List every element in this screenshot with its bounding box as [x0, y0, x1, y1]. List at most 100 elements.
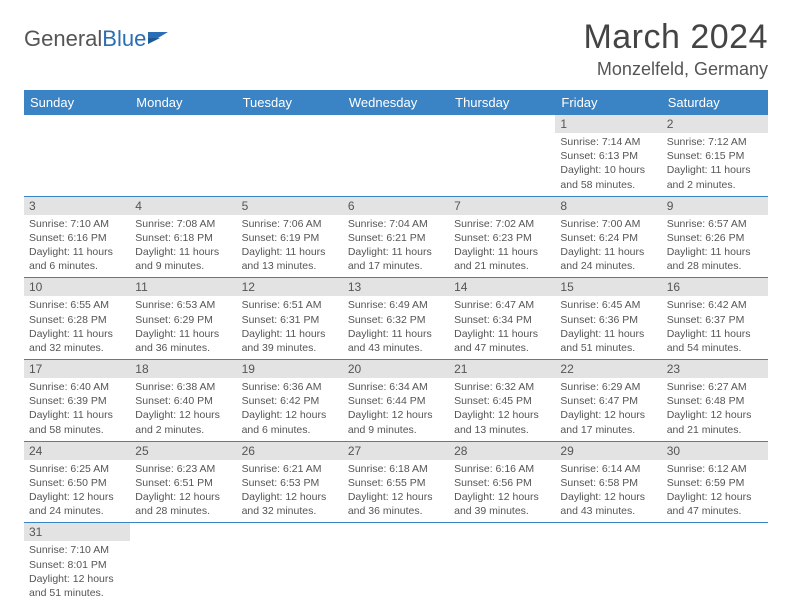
day-number: 7 [449, 197, 555, 215]
calendar-day-blank [449, 523, 555, 604]
day-number: 13 [343, 278, 449, 296]
day-number: 19 [237, 360, 343, 378]
day-details: Sunrise: 6:49 AMSunset: 6:32 PMDaylight:… [343, 296, 449, 359]
calendar-day: 2Sunrise: 7:12 AMSunset: 6:15 PMDaylight… [662, 115, 768, 196]
calendar-day: 4Sunrise: 7:08 AMSunset: 6:18 PMDaylight… [130, 196, 236, 278]
calendar-day-blank [237, 523, 343, 604]
day-details: Sunrise: 7:06 AMSunset: 6:19 PMDaylight:… [237, 215, 343, 278]
day-number: 14 [449, 278, 555, 296]
day-details: Sunrise: 6:18 AMSunset: 6:55 PMDaylight:… [343, 460, 449, 523]
calendar-week: 10Sunrise: 6:55 AMSunset: 6:28 PMDayligh… [24, 278, 768, 360]
calendar-day: 13Sunrise: 6:49 AMSunset: 6:32 PMDayligh… [343, 278, 449, 360]
day-details: Sunrise: 7:00 AMSunset: 6:24 PMDaylight:… [555, 215, 661, 278]
calendar-day: 6Sunrise: 7:04 AMSunset: 6:21 PMDaylight… [343, 196, 449, 278]
day-details: Sunrise: 7:10 AMSunset: 8:01 PMDaylight:… [24, 541, 130, 604]
calendar-day: 3Sunrise: 7:10 AMSunset: 6:16 PMDaylight… [24, 196, 130, 278]
day-number: 17 [24, 360, 130, 378]
weekday-header: Wednesday [343, 90, 449, 115]
day-details: Sunrise: 6:34 AMSunset: 6:44 PMDaylight:… [343, 378, 449, 441]
day-details: Sunrise: 6:51 AMSunset: 6:31 PMDaylight:… [237, 296, 343, 359]
brand-logo: GeneralBlue [24, 18, 170, 52]
day-number: 2 [662, 115, 768, 133]
day-details: Sunrise: 6:57 AMSunset: 6:26 PMDaylight:… [662, 215, 768, 278]
day-details: Sunrise: 7:08 AMSunset: 6:18 PMDaylight:… [130, 215, 236, 278]
calendar-day-blank [237, 115, 343, 196]
calendar-day: 30Sunrise: 6:12 AMSunset: 6:59 PMDayligh… [662, 441, 768, 523]
title-block: March 2024 Monzelfeld, Germany [583, 18, 768, 80]
logo-flag-icon [148, 30, 170, 46]
calendar-week: 31Sunrise: 7:10 AMSunset: 8:01 PMDayligh… [24, 523, 768, 604]
calendar-day: 11Sunrise: 6:53 AMSunset: 6:29 PMDayligh… [130, 278, 236, 360]
weekday-header: Thursday [449, 90, 555, 115]
calendar-day: 28Sunrise: 6:16 AMSunset: 6:56 PMDayligh… [449, 441, 555, 523]
day-number: 16 [662, 278, 768, 296]
calendar-day: 5Sunrise: 7:06 AMSunset: 6:19 PMDaylight… [237, 196, 343, 278]
calendar-day: 10Sunrise: 6:55 AMSunset: 6:28 PMDayligh… [24, 278, 130, 360]
day-number: 6 [343, 197, 449, 215]
calendar-day: 15Sunrise: 6:45 AMSunset: 6:36 PMDayligh… [555, 278, 661, 360]
weekday-header: Sunday [24, 90, 130, 115]
calendar-day: 14Sunrise: 6:47 AMSunset: 6:34 PMDayligh… [449, 278, 555, 360]
day-details: Sunrise: 6:16 AMSunset: 6:56 PMDaylight:… [449, 460, 555, 523]
day-details: Sunrise: 6:47 AMSunset: 6:34 PMDaylight:… [449, 296, 555, 359]
day-number: 23 [662, 360, 768, 378]
weekday-header: Monday [130, 90, 236, 115]
day-number: 25 [130, 442, 236, 460]
day-details: Sunrise: 6:42 AMSunset: 6:37 PMDaylight:… [662, 296, 768, 359]
day-details: Sunrise: 6:38 AMSunset: 6:40 PMDaylight:… [130, 378, 236, 441]
day-number: 22 [555, 360, 661, 378]
day-details: Sunrise: 6:29 AMSunset: 6:47 PMDaylight:… [555, 378, 661, 441]
calendar-day: 29Sunrise: 6:14 AMSunset: 6:58 PMDayligh… [555, 441, 661, 523]
calendar-day-blank [130, 115, 236, 196]
day-number: 8 [555, 197, 661, 215]
day-details: Sunrise: 6:36 AMSunset: 6:42 PMDaylight:… [237, 378, 343, 441]
calendar-day: 1Sunrise: 7:14 AMSunset: 6:13 PMDaylight… [555, 115, 661, 196]
location-label: Monzelfeld, Germany [583, 59, 768, 80]
calendar-day: 23Sunrise: 6:27 AMSunset: 6:48 PMDayligh… [662, 360, 768, 442]
day-number: 5 [237, 197, 343, 215]
day-number: 1 [555, 115, 661, 133]
weekday-header: Friday [555, 90, 661, 115]
calendar-day: 21Sunrise: 6:32 AMSunset: 6:45 PMDayligh… [449, 360, 555, 442]
weekday-header: Saturday [662, 90, 768, 115]
day-details: Sunrise: 6:14 AMSunset: 6:58 PMDaylight:… [555, 460, 661, 523]
weekday-header: Tuesday [237, 90, 343, 115]
calendar-day: 20Sunrise: 6:34 AMSunset: 6:44 PMDayligh… [343, 360, 449, 442]
day-number: 4 [130, 197, 236, 215]
day-number: 9 [662, 197, 768, 215]
calendar-body: 1Sunrise: 7:14 AMSunset: 6:13 PMDaylight… [24, 115, 768, 604]
calendar-week: 3Sunrise: 7:10 AMSunset: 6:16 PMDaylight… [24, 196, 768, 278]
calendar-day: 8Sunrise: 7:00 AMSunset: 6:24 PMDaylight… [555, 196, 661, 278]
calendar-day-blank [343, 523, 449, 604]
day-number: 18 [130, 360, 236, 378]
day-number: 29 [555, 442, 661, 460]
calendar-day-blank [24, 115, 130, 196]
calendar-header: SundayMondayTuesdayWednesdayThursdayFrid… [24, 90, 768, 115]
day-details: Sunrise: 6:45 AMSunset: 6:36 PMDaylight:… [555, 296, 661, 359]
day-number: 27 [343, 442, 449, 460]
day-details: Sunrise: 7:14 AMSunset: 6:13 PMDaylight:… [555, 133, 661, 196]
calendar-day: 16Sunrise: 6:42 AMSunset: 6:37 PMDayligh… [662, 278, 768, 360]
day-number: 30 [662, 442, 768, 460]
calendar-day-blank [555, 523, 661, 604]
calendar-day-blank [343, 115, 449, 196]
calendar-day: 24Sunrise: 6:25 AMSunset: 6:50 PMDayligh… [24, 441, 130, 523]
calendar-day: 18Sunrise: 6:38 AMSunset: 6:40 PMDayligh… [130, 360, 236, 442]
day-number: 3 [24, 197, 130, 215]
month-title: March 2024 [583, 18, 768, 57]
day-number: 28 [449, 442, 555, 460]
calendar-week: 24Sunrise: 6:25 AMSunset: 6:50 PMDayligh… [24, 441, 768, 523]
day-details: Sunrise: 7:04 AMSunset: 6:21 PMDaylight:… [343, 215, 449, 278]
calendar-day-blank [662, 523, 768, 604]
day-number: 10 [24, 278, 130, 296]
calendar-day: 27Sunrise: 6:18 AMSunset: 6:55 PMDayligh… [343, 441, 449, 523]
calendar-day: 26Sunrise: 6:21 AMSunset: 6:53 PMDayligh… [237, 441, 343, 523]
day-details: Sunrise: 6:25 AMSunset: 6:50 PMDaylight:… [24, 460, 130, 523]
calendar-day-blank [449, 115, 555, 196]
day-number: 15 [555, 278, 661, 296]
calendar-day: 19Sunrise: 6:36 AMSunset: 6:42 PMDayligh… [237, 360, 343, 442]
day-details: Sunrise: 6:40 AMSunset: 6:39 PMDaylight:… [24, 378, 130, 441]
day-number: 31 [24, 523, 130, 541]
day-details: Sunrise: 6:23 AMSunset: 6:51 PMDaylight:… [130, 460, 236, 523]
day-number: 11 [130, 278, 236, 296]
